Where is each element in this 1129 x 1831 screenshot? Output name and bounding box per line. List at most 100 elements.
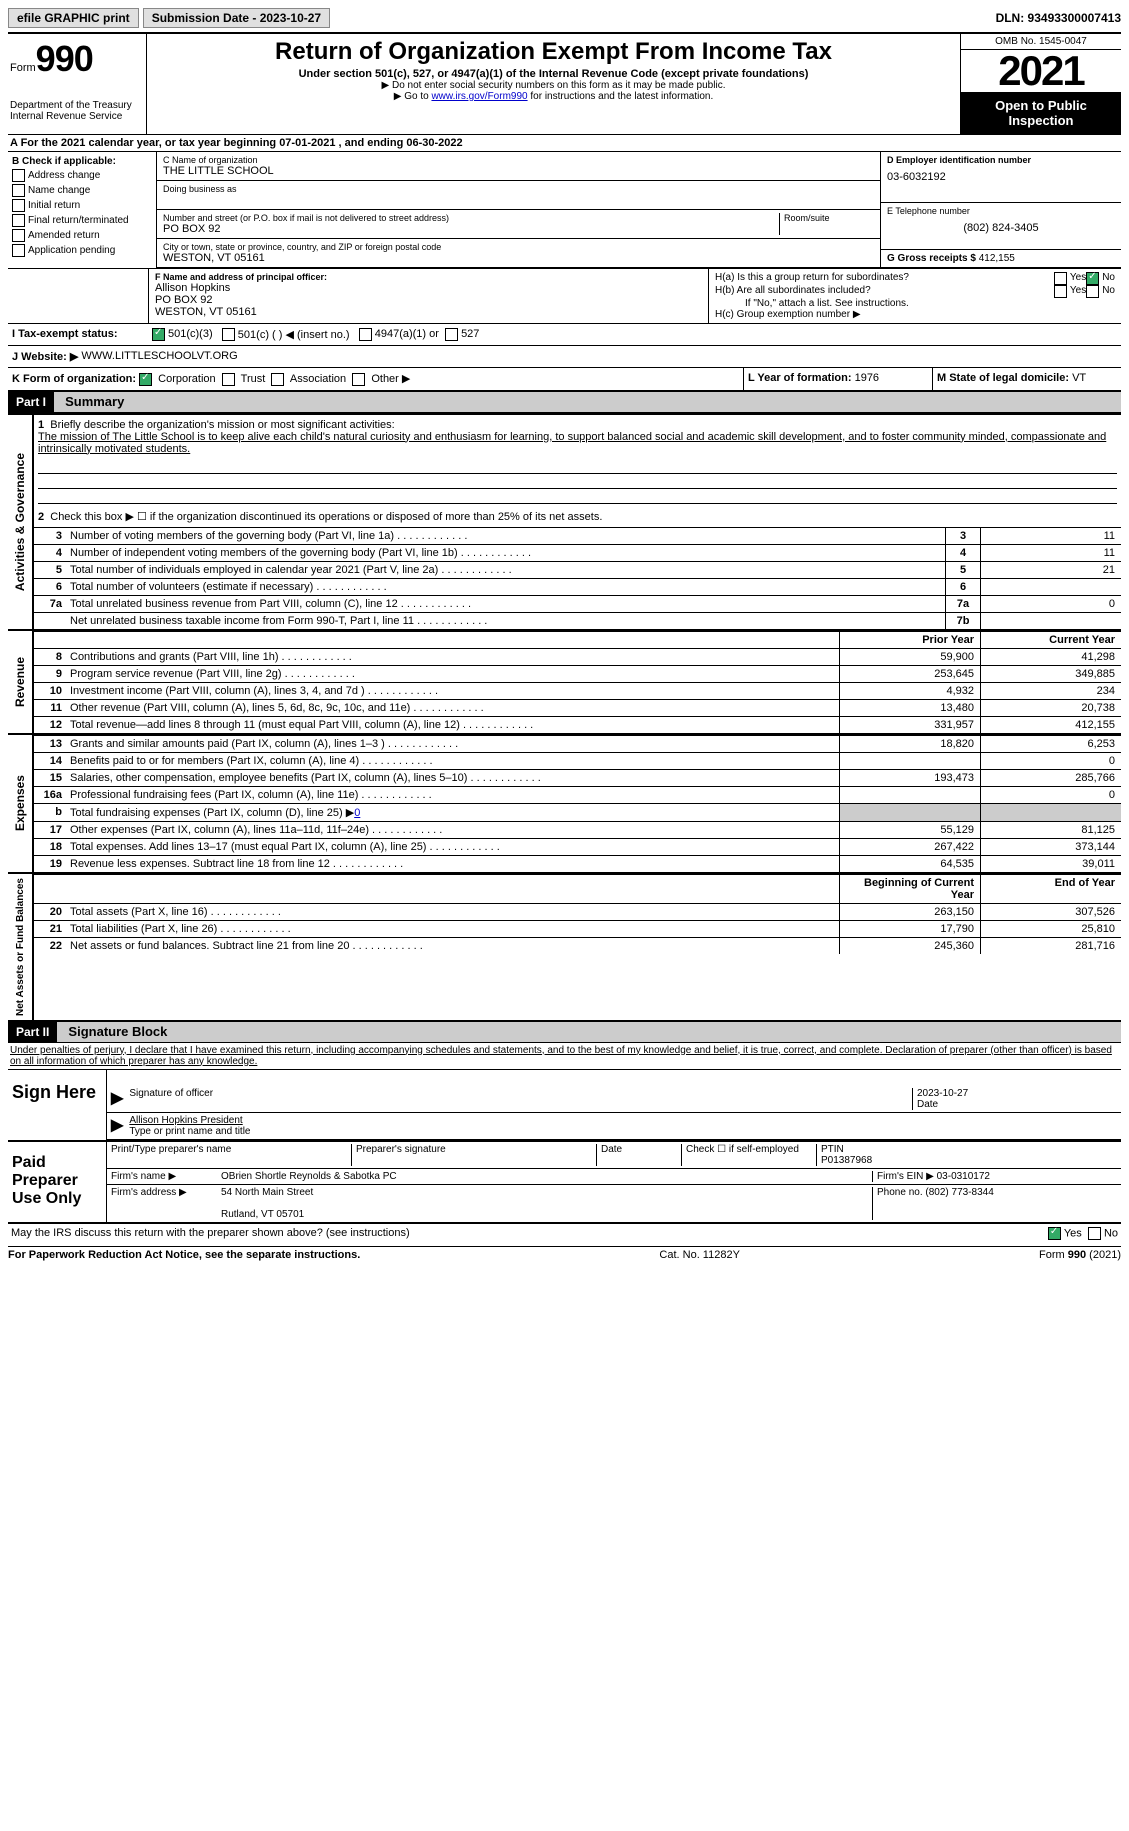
firm-name-label: Firm's name ▶: [111, 1171, 221, 1182]
sig-date-value: 2023-10-27: [917, 1088, 968, 1099]
firm-phone-value: (802) 773-8344: [925, 1187, 993, 1198]
end-year-header: End of Year: [981, 874, 1122, 903]
state-domicile-label: M State of legal domicile:: [937, 372, 1069, 384]
section-b-label: B Check if applicable:: [12, 156, 152, 167]
prep-sig-label: Preparer's signature: [351, 1144, 596, 1166]
efile-button[interactable]: efile GRAPHIC print: [8, 8, 139, 28]
officer-addr1: PO BOX 92: [155, 294, 702, 306]
firm-addr-label: Firm's address ▶: [111, 1187, 221, 1220]
501c-checkbox[interactable]: [222, 328, 235, 341]
self-employed-label: Check ☐ if self-employed: [681, 1144, 816, 1166]
discuss-label: May the IRS discuss this return with the…: [11, 1227, 410, 1239]
irs-link[interactable]: www.irs.gov/Form990: [431, 91, 527, 102]
begin-year-header: Beginning of Current Year: [840, 874, 981, 903]
b-checkbox[interactable]: [12, 244, 25, 257]
city-value: WESTON, VT 05161: [163, 252, 874, 264]
phone-value: (802) 824-3405: [887, 222, 1115, 234]
527-checkbox[interactable]: [445, 328, 458, 341]
b-checkbox[interactable]: [12, 184, 25, 197]
assoc-checkbox[interactable]: [271, 373, 284, 386]
h-b-label: H(b) Are all subordinates included?: [715, 285, 1054, 298]
dln-label: DLN: 93493300007413: [996, 11, 1121, 25]
mission-label: Briefly describe the organization's miss…: [50, 419, 394, 431]
h-a-label: H(a) Is this a group return for subordin…: [715, 272, 1054, 285]
submission-date-button[interactable]: Submission Date - 2023-10-27: [143, 8, 330, 28]
firm-addr2: Rutland, VT 05701: [221, 1209, 304, 1220]
h-c-label: H(c) Group exemption number ▶: [715, 309, 1115, 320]
firm-phone-label: Phone no.: [877, 1187, 923, 1198]
current-year-header: Current Year: [981, 631, 1122, 648]
state-domicile-value: VT: [1072, 372, 1086, 384]
addr-value: PO BOX 92: [163, 223, 779, 235]
section-a: A For the 2021 calendar year, or tax yea…: [8, 134, 1121, 151]
ein-value: 03-6032192: [887, 171, 1115, 183]
firm-ein-value: 03-0310172: [937, 1171, 990, 1182]
firm-ein-label: Firm's EIN ▶: [877, 1171, 934, 1182]
side-governance: Activities & Governance: [11, 449, 29, 595]
gross-receipts-value: 412,155: [979, 253, 1015, 264]
inspection-notice: Open to Public Inspection: [961, 92, 1121, 134]
side-netassets: Net Assets or Fund Balances: [13, 874, 28, 1020]
note-link: ▶ Go to www.irs.gov/Form990 for instruct…: [151, 91, 956, 102]
phone-label: E Telephone number: [887, 206, 1115, 216]
officer-label: F Name and address of principal officer:: [155, 272, 702, 282]
year-formation-label: L Year of formation:: [748, 372, 852, 384]
firm-name-value: OBrien Shortle Reynolds & Sabotka PC: [221, 1171, 872, 1182]
ha-no-checkbox[interactable]: [1086, 272, 1099, 285]
officer-addr2: WESTON, VT 05161: [155, 306, 702, 318]
corp-checkbox[interactable]: [139, 373, 152, 386]
prior-year-header: Prior Year: [840, 631, 981, 648]
h-b-note: If "No," attach a list. See instructions…: [715, 298, 1115, 309]
gross-receipts-label: G Gross receipts $: [887, 253, 976, 264]
b-checkbox[interactable]: [12, 214, 25, 227]
tax-year: 2021: [961, 50, 1121, 92]
b-checkbox[interactable]: [12, 229, 25, 242]
b-checkbox[interactable]: [12, 169, 25, 182]
side-revenue: Revenue: [11, 653, 29, 711]
form-subtitle: Under section 501(c), 527, or 4947(a)(1)…: [151, 68, 956, 80]
discuss-no-checkbox[interactable]: [1088, 1227, 1101, 1240]
print-name-label: Print/Type preparer's name: [111, 1144, 351, 1166]
ha-yes-checkbox[interactable]: [1054, 272, 1067, 285]
part2-title: Signature Block: [60, 1024, 167, 1039]
officer-name-title: Allison Hopkins President: [129, 1115, 242, 1126]
form-header: Form990 Department of the Treasury Inter…: [8, 32, 1121, 134]
501c3-checkbox[interactable]: [152, 328, 165, 341]
hb-no-checkbox[interactable]: [1086, 285, 1099, 298]
discuss-yes-checkbox[interactable]: [1048, 1227, 1061, 1240]
arrow-icon: ▶: [111, 1115, 123, 1137]
paid-preparer-label: Paid Preparer Use Only: [8, 1142, 106, 1222]
sig-date-label: Date: [917, 1099, 938, 1110]
form-footer: Form 990 (2021): [1039, 1249, 1121, 1261]
b-checkbox[interactable]: [12, 199, 25, 212]
ptin-value: P01387968: [821, 1155, 872, 1166]
form-number: 990: [36, 38, 93, 79]
top-bar: efile GRAPHIC print Submission Date - 20…: [8, 8, 1121, 28]
form-word: Form: [10, 62, 36, 74]
sign-here-label: Sign Here: [8, 1070, 106, 1140]
4947-checkbox[interactable]: [359, 328, 372, 341]
side-expenses: Expenses: [11, 771, 29, 835]
prep-date-label: Date: [596, 1144, 681, 1166]
arrow-icon: ▶: [111, 1088, 123, 1110]
ein-label: D Employer identification number: [887, 155, 1115, 165]
addr-label: Number and street (or P.O. box if mail i…: [163, 213, 779, 223]
part1-title: Summary: [57, 394, 124, 409]
firm-addr1: 54 North Main Street: [221, 1187, 313, 1198]
cat-number: Cat. No. 11282Y: [659, 1249, 740, 1261]
other-checkbox[interactable]: [352, 373, 365, 386]
paperwork-notice: For Paperwork Reduction Act Notice, see …: [8, 1249, 360, 1261]
part1-header: Part I: [8, 392, 54, 412]
note-ssn: ▶ Do not enter social security numbers o…: [151, 80, 956, 91]
website-value: WWW.LITTLESCHOOLVT.ORG: [81, 350, 237, 363]
form-title: Return of Organization Exempt From Incom…: [151, 38, 956, 66]
ptin-label: PTIN: [821, 1144, 844, 1155]
sig-officer-label: Signature of officer: [129, 1088, 912, 1110]
trust-checkbox[interactable]: [222, 373, 235, 386]
part2-header: Part II: [8, 1022, 57, 1042]
tax-status-label: I Tax-exempt status:: [12, 328, 152, 341]
dept-label: Department of the Treasury Internal Reve…: [10, 100, 140, 122]
info-grid: B Check if applicable: Address changeNam…: [8, 151, 1121, 268]
mission-text: The mission of The Little School is to k…: [38, 431, 1106, 455]
hb-yes-checkbox[interactable]: [1054, 285, 1067, 298]
